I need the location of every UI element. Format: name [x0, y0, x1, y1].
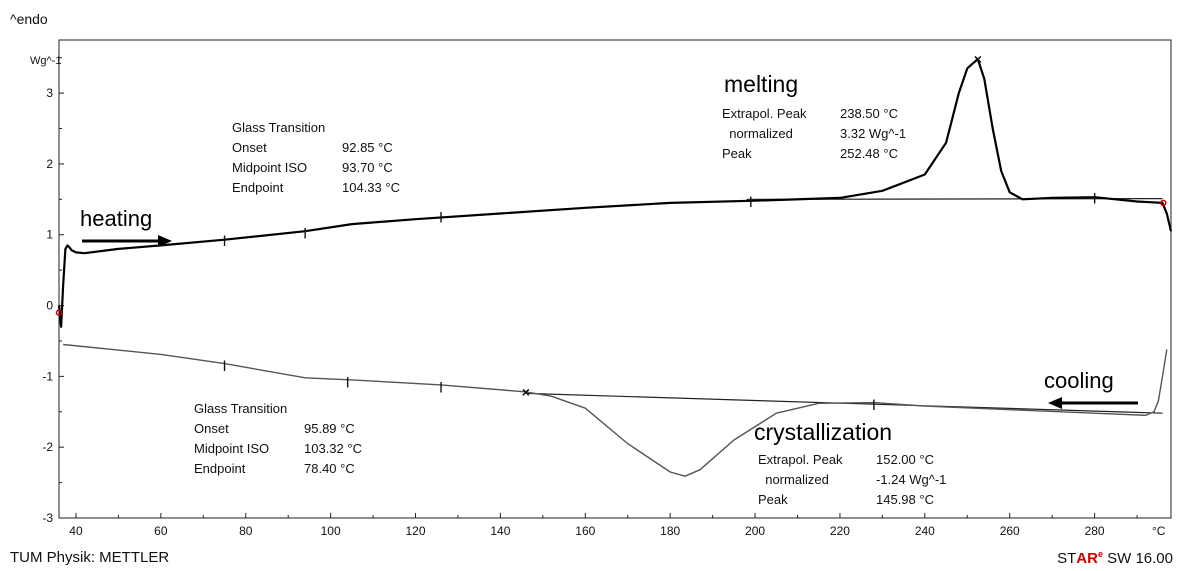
x-tick-label: 200 [745, 524, 765, 538]
y-unit-label: Wg^-1 [30, 55, 61, 67]
crystallization-evaluation-row-label: normalized [758, 472, 829, 487]
glass-transition-cooling-row-value: 78.40 °C [304, 461, 355, 476]
footer-software-label: STARe SW 16.00 [1057, 549, 1173, 567]
x-tick-label: 260 [1000, 524, 1020, 538]
melting-evaluation-row-label: normalized [722, 126, 793, 141]
axes: 40 60 80 100 120 140 160 180 200 220 240 260 280-3-2… [42, 57, 1138, 538]
glass-transition-heating-row-label: Onset [232, 140, 267, 155]
crystallization-evaluation-row-value: 145.98 °C [876, 492, 934, 507]
footer-instrument-label: TUM Physik: METTLER [10, 549, 170, 566]
x-tick-label: 280 [1085, 524, 1105, 538]
x-tick-label: 120 [406, 524, 426, 538]
crystallization-evaluation-row-label: Peak [758, 492, 788, 507]
plot-frame [58, 39, 1172, 519]
evaluation-marker: | [223, 360, 226, 372]
glass-transition-heating-row-label: Midpoint ISO [232, 160, 307, 175]
y-tick-label: -3 [42, 511, 53, 525]
evaluation-marker: | [304, 227, 307, 239]
glass-transition-cooling-row-value: 95.89 °C [304, 421, 355, 436]
glass-transition-heating-row-value: 104.33 °C [342, 180, 400, 195]
footer-software-mark: e [1097, 549, 1103, 559]
cooling-arrow [1048, 397, 1138, 409]
x-tick-label: 160 [575, 524, 595, 538]
footer-software-version: SW 16.00 [1102, 550, 1173, 567]
glass-transition-heating-row-value: 93.70 °C [342, 160, 393, 175]
label-crystallization: crystallization [754, 419, 892, 445]
y-tick-label: 1 [46, 228, 53, 242]
series-cooling [63, 343, 1168, 477]
y-tick-label: 0 [46, 299, 53, 313]
crystallization-evaluation-row-value: 152.00 °C [876, 452, 934, 467]
end-marker [1160, 199, 1167, 207]
x-unit-label: °C [1152, 524, 1166, 538]
y-axis-label: ^endo [10, 11, 48, 27]
y-tick-label: 3 [46, 86, 53, 100]
x-tick-label: 140 [490, 524, 510, 538]
melting-evaluation-row-value: 252.48 °C [840, 146, 898, 161]
glass-transition-cooling-row-label: Midpoint ISO [194, 441, 269, 456]
y-tick-label: 2 [46, 157, 53, 171]
glass-transition-heating-title: Glass Transition [232, 120, 325, 135]
evaluation-marker: | [872, 399, 875, 411]
glass-transition-cooling-row-value: 103.32 °C [304, 441, 362, 456]
x-tick-label: 240 [915, 524, 935, 538]
glass-transition-heating-row-label: Endpoint [232, 180, 284, 195]
footer-software-accent: AR [1076, 550, 1098, 567]
series-heating [57, 58, 1173, 328]
crystallization-evaluation-row-label: Extrapol. Peak [758, 452, 843, 467]
label-cooling: cooling [1044, 368, 1114, 393]
crystallization-evaluation-row-value: -1.24 Wg^-1 [876, 472, 946, 487]
glass-transition-cooling-row-label: Endpoint [194, 461, 246, 476]
melting-evaluation-row-value: 238.50 °C [840, 106, 898, 121]
x-tick-label: 220 [830, 524, 850, 538]
start-marker [55, 309, 63, 316]
evaluation-marker: × [974, 51, 982, 67]
y-tick-label: -2 [42, 440, 53, 454]
melting-evaluation-row-label: Peak [722, 146, 752, 161]
evaluation-marker: × [522, 384, 530, 400]
melting-evaluation-row-label: Extrapol. Peak [722, 106, 807, 121]
series [55, 58, 1173, 477]
x-tick-label: 80 [239, 524, 253, 538]
x-tick-label: 180 [660, 524, 680, 538]
y-tick-label: -1 [42, 369, 53, 383]
annotation-tables: Glass Transition Onset 92.85 °C Midpoint IS… [194, 106, 946, 507]
evaluation-marker: | [439, 381, 442, 393]
glass-transition-cooling-title: Glass Transition [194, 401, 287, 416]
glass-transition-cooling-row-label: Onset [194, 421, 229, 436]
markers: | | | | | | | | | × × [223, 51, 1096, 410]
footer-software-prefix: ST [1057, 550, 1077, 567]
glass-transition-heating-row-value: 92.85 °C [342, 140, 393, 155]
x-tick-label: 60 [154, 524, 168, 538]
evaluation-marker: | [346, 376, 349, 388]
heating-arrow [82, 235, 172, 247]
x-tick-label: 100 [321, 524, 341, 538]
x-tick-label: 40 [69, 524, 83, 538]
evaluation-marker: | [223, 234, 226, 246]
evaluation-marker: | [1093, 192, 1096, 204]
evaluation-marker: | [749, 195, 752, 207]
label-melting: melting [724, 71, 798, 97]
evaluation-marker: | [439, 211, 442, 223]
label-heating: heating [80, 206, 152, 231]
melting-evaluation-row-value: 3.32 Wg^-1 [840, 126, 906, 141]
